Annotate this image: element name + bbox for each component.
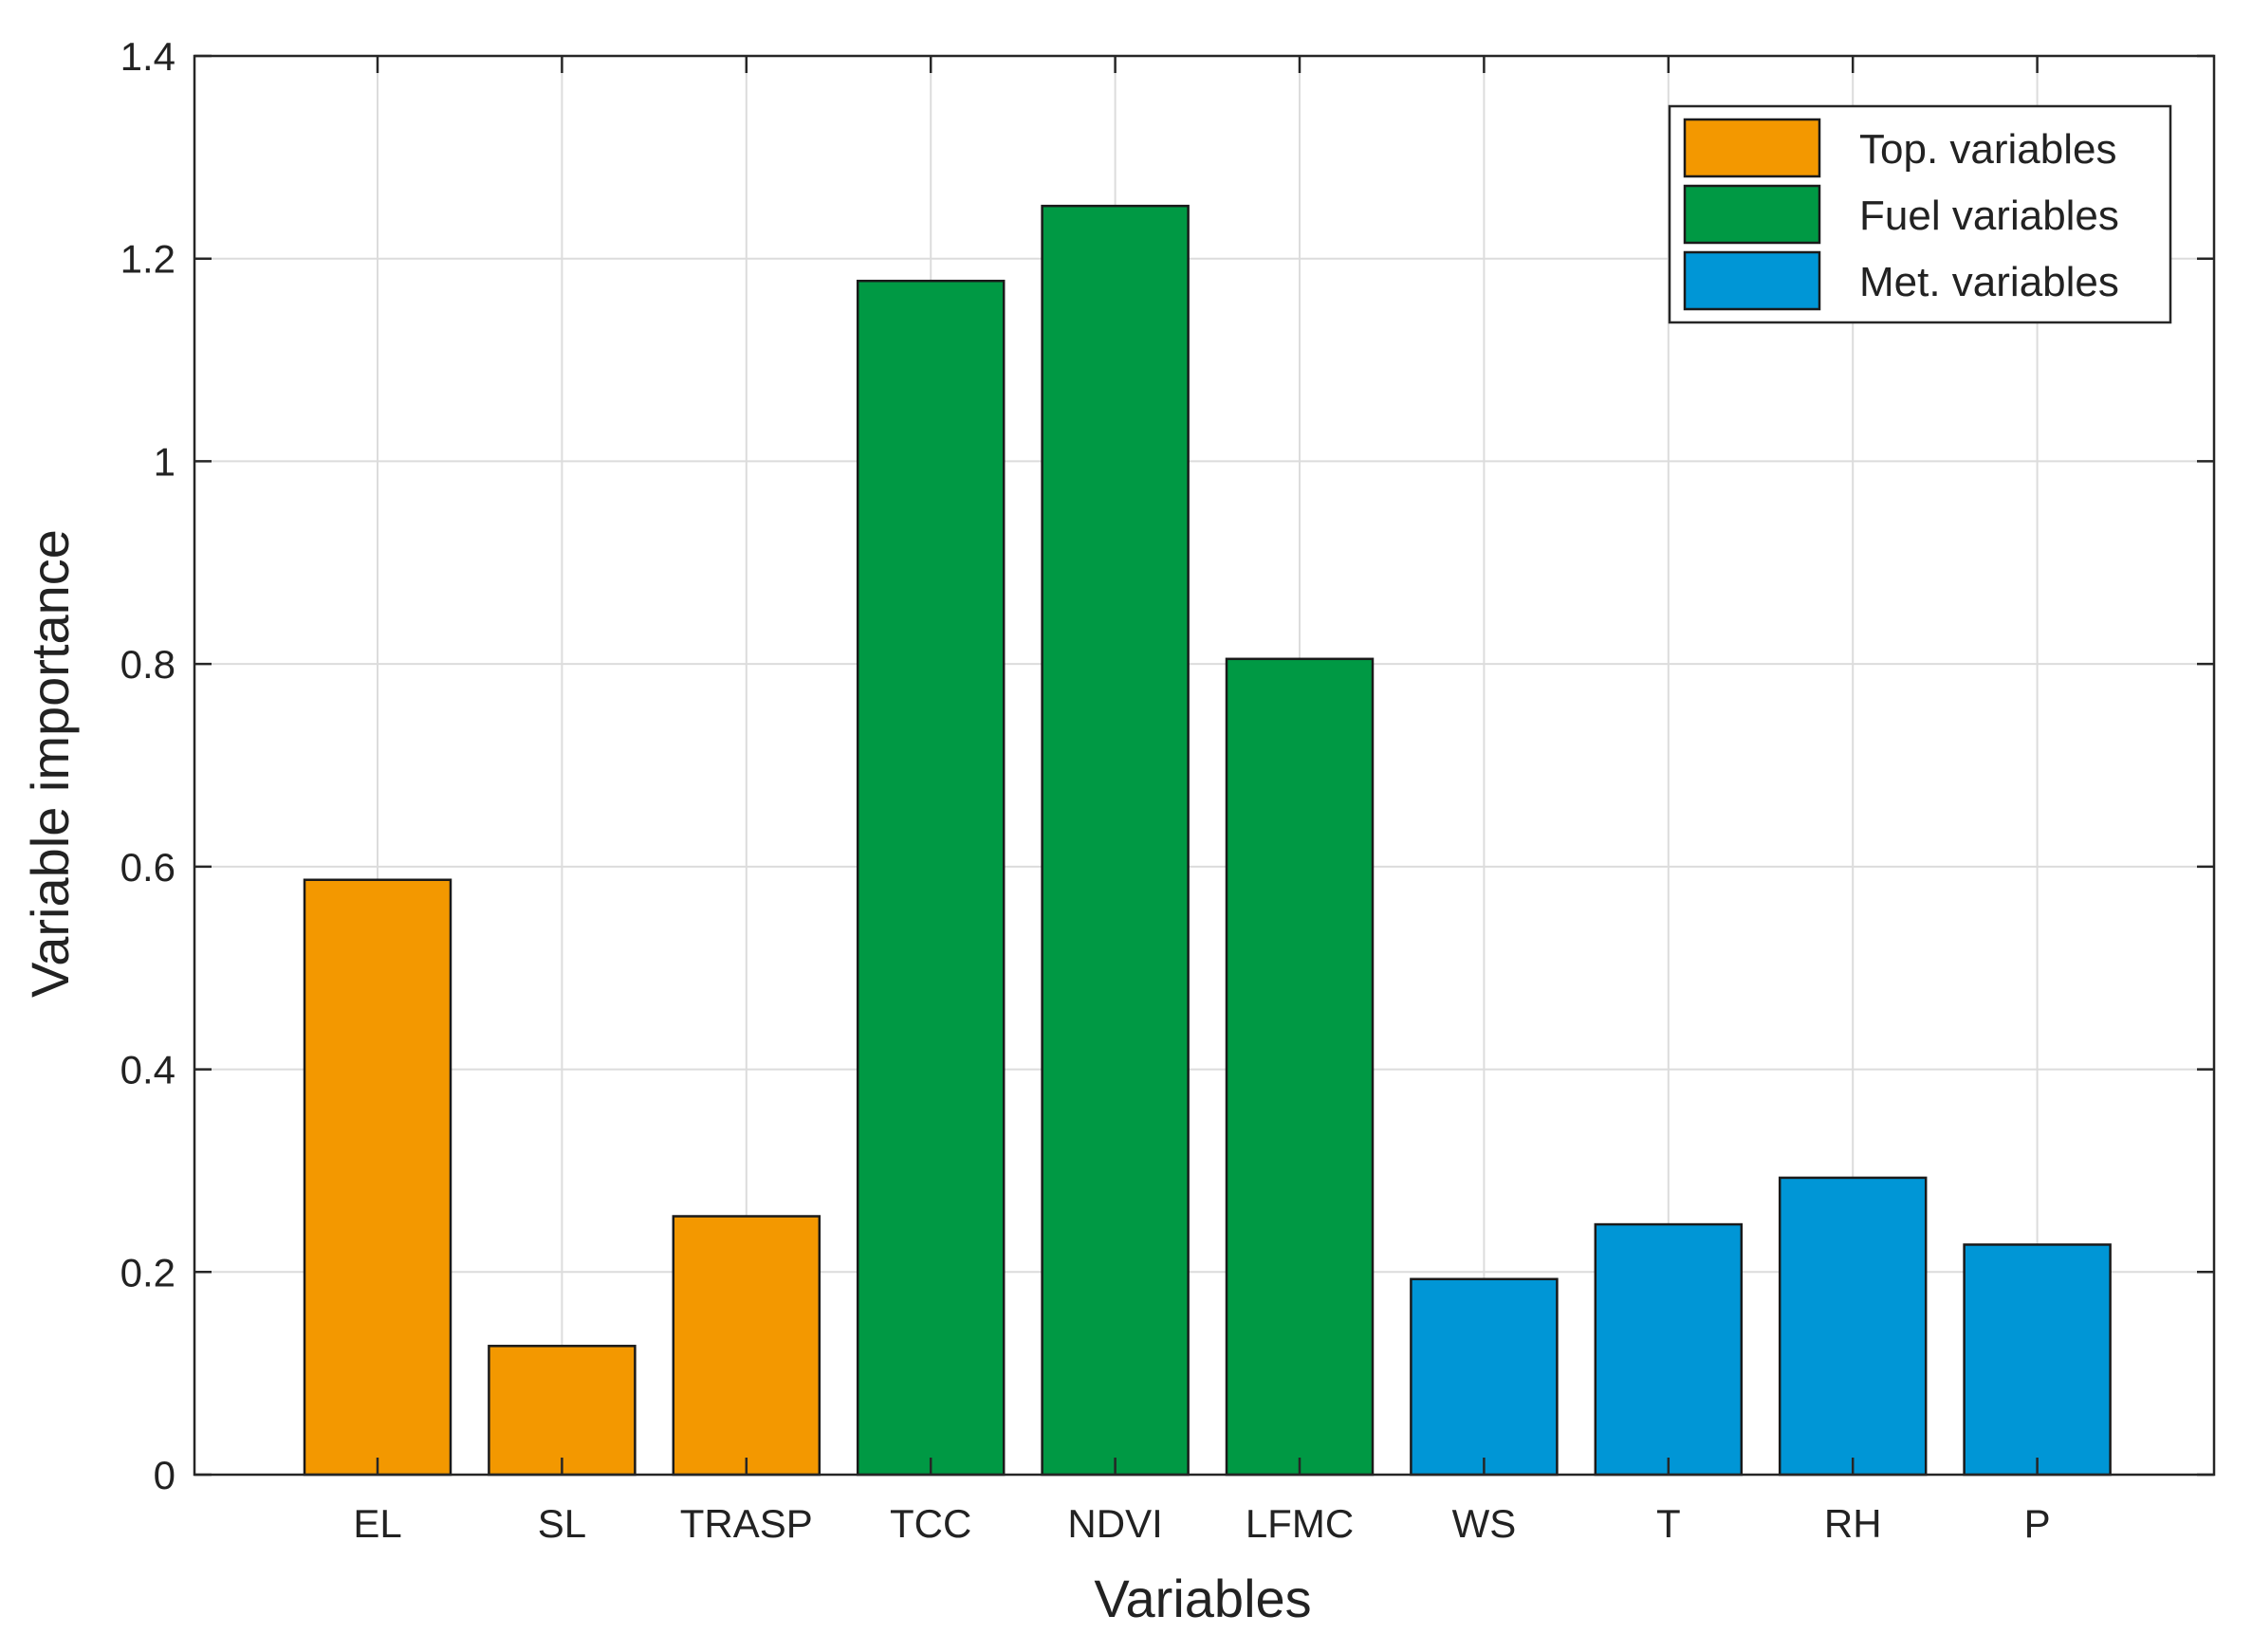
y-axis-label: Variable importance xyxy=(20,529,80,998)
bar-lfmc xyxy=(1225,657,1375,1477)
bar-sl xyxy=(488,1345,637,1477)
y-tick-label: 1.4 xyxy=(120,34,175,79)
x-tick-label: P xyxy=(2024,1501,2051,1546)
bar-ws xyxy=(1410,1277,1559,1477)
bar-tcc xyxy=(856,279,1006,1477)
x-tick-label: SL xyxy=(538,1501,586,1546)
bar-trasp xyxy=(672,1215,821,1477)
y-tick-label: 0.2 xyxy=(120,1250,175,1294)
x-tick-label: EL xyxy=(353,1501,401,1546)
x-tick-label: NDVI xyxy=(1067,1501,1162,1546)
x-tick-label: LFMC xyxy=(1246,1501,1354,1546)
y-tick-label: 0 xyxy=(154,1453,175,1497)
y-tick-label: 0.8 xyxy=(120,642,175,687)
x-axis-label: Variables xyxy=(1094,1569,1311,1628)
x-tick-label: WS xyxy=(1452,1501,1517,1546)
bar-t xyxy=(1594,1222,1744,1477)
bar-p xyxy=(1963,1243,2112,1477)
y-tick-label: 0.4 xyxy=(120,1048,175,1092)
x-tick-label: TRASP xyxy=(680,1501,813,1546)
legend-swatch-1 xyxy=(1683,184,1821,245)
y-tick-label: 1 xyxy=(154,439,175,484)
plot-frame xyxy=(193,54,2216,1477)
legend-label-2: Met. variables xyxy=(1859,259,2119,305)
legend-swatch-0 xyxy=(1683,118,1821,178)
y-tick-label: 1.2 xyxy=(120,237,175,282)
x-tick-label: T xyxy=(1656,1501,1681,1546)
x-tick-label: TCC xyxy=(890,1501,971,1546)
x-tick-label: RH xyxy=(1824,1501,1882,1546)
bar-rh xyxy=(1778,1176,1928,1477)
bar-ndvi xyxy=(1041,204,1190,1477)
legend-label-1: Fuel variables xyxy=(1859,193,2119,239)
legend-label-0: Top. variables xyxy=(1859,126,2116,173)
legend-swatch-2 xyxy=(1683,250,1821,311)
bar-el xyxy=(303,878,452,1477)
y-tick-label: 0.6 xyxy=(120,845,175,890)
